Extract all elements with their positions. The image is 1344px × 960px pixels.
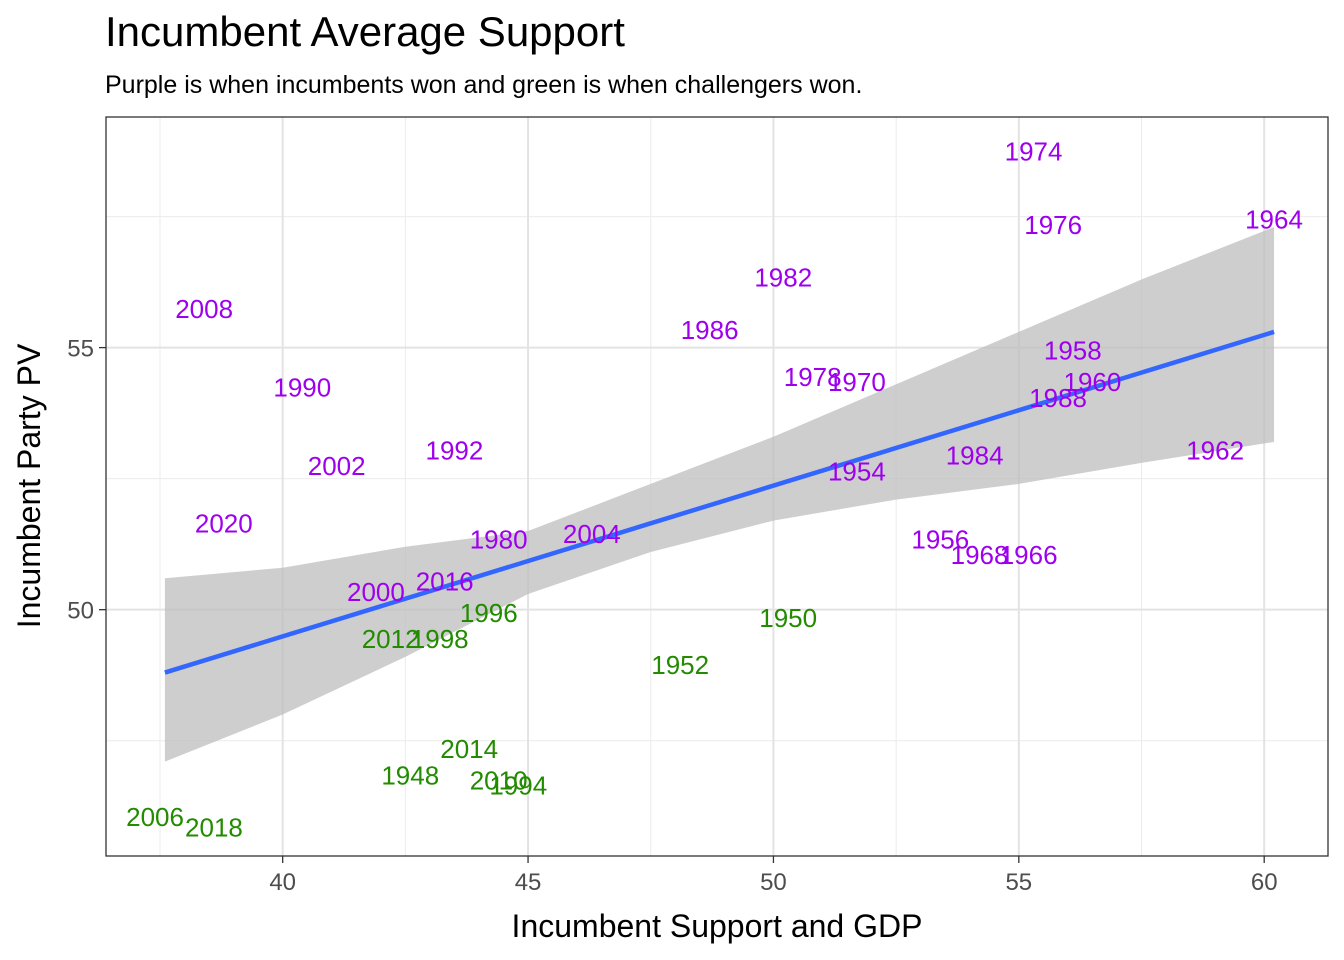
point-label-1974: 1974 xyxy=(1005,137,1063,167)
point-label-2004: 2004 xyxy=(563,519,621,549)
point-label-1994: 1994 xyxy=(489,771,547,801)
chart-title: Incumbent Average Support xyxy=(105,8,625,55)
point-label-2010: 2010 xyxy=(470,765,528,795)
panel-border xyxy=(105,116,1329,857)
point-label-1992: 1992 xyxy=(426,435,484,465)
point-label-1980: 1980 xyxy=(470,524,528,554)
y-tick-label: 50 xyxy=(67,598,94,625)
point-label-1962: 1962 xyxy=(1186,435,1244,465)
point-label-2006: 2006 xyxy=(126,802,184,832)
point-label-2002: 2002 xyxy=(308,451,366,481)
x-tick-label: 55 xyxy=(1005,869,1032,896)
point-label-1990: 1990 xyxy=(273,372,331,402)
point-label-2020: 2020 xyxy=(195,509,253,539)
point-label-1952: 1952 xyxy=(651,650,709,680)
y-axis-title: Incumbent Party PV xyxy=(11,343,47,628)
confidence-band xyxy=(164,227,1275,762)
point-label-1976: 1976 xyxy=(1024,210,1082,240)
x-tick-label: 50 xyxy=(760,869,787,896)
point-label-1978: 1978 xyxy=(784,362,842,392)
fit-line xyxy=(164,329,1275,675)
point-label-1996: 1996 xyxy=(460,598,518,628)
point-label-1954: 1954 xyxy=(828,456,886,486)
point-label-2000: 2000 xyxy=(347,577,405,607)
point-label-1958: 1958 xyxy=(1044,336,1102,366)
fit-line-layer xyxy=(164,329,1275,675)
point-label-2016: 2016 xyxy=(416,566,474,596)
point-label-1964: 1964 xyxy=(1245,205,1303,235)
axes: 40 45 50 55 60 50 55 xyxy=(67,336,1277,896)
x-axis-title: Incumbent Support and GDP xyxy=(512,908,923,944)
x-tick-label: 40 xyxy=(269,869,296,896)
point-label-2012: 2012 xyxy=(362,624,420,654)
point-label-1950: 1950 xyxy=(759,603,817,633)
point-label-2008: 2008 xyxy=(175,294,233,324)
point-label-1960: 1960 xyxy=(1064,367,1122,397)
x-tick-label: 60 xyxy=(1251,869,1278,896)
point-label-1988: 1988 xyxy=(1029,383,1087,413)
point-label-2018: 2018 xyxy=(185,813,243,843)
x-tick-label: 45 xyxy=(515,869,542,896)
y-tick-label: 55 xyxy=(67,336,94,363)
chart-subtitle: Purple is when incumbents won and green … xyxy=(105,71,863,99)
point-label-1984: 1984 xyxy=(946,441,1004,471)
point-label-1970: 1970 xyxy=(828,367,886,397)
point-label-1998: 1998 xyxy=(411,624,469,654)
point-label-1968: 1968 xyxy=(951,540,1009,570)
point-label-1948: 1948 xyxy=(381,760,439,790)
point-label-2014: 2014 xyxy=(440,734,498,764)
point-label-1986: 1986 xyxy=(681,315,739,345)
confidence-band-layer xyxy=(164,227,1275,762)
point-label-1956: 1956 xyxy=(911,524,969,554)
point-label-1966: 1966 xyxy=(1000,540,1058,570)
point-label-1982: 1982 xyxy=(754,262,812,292)
